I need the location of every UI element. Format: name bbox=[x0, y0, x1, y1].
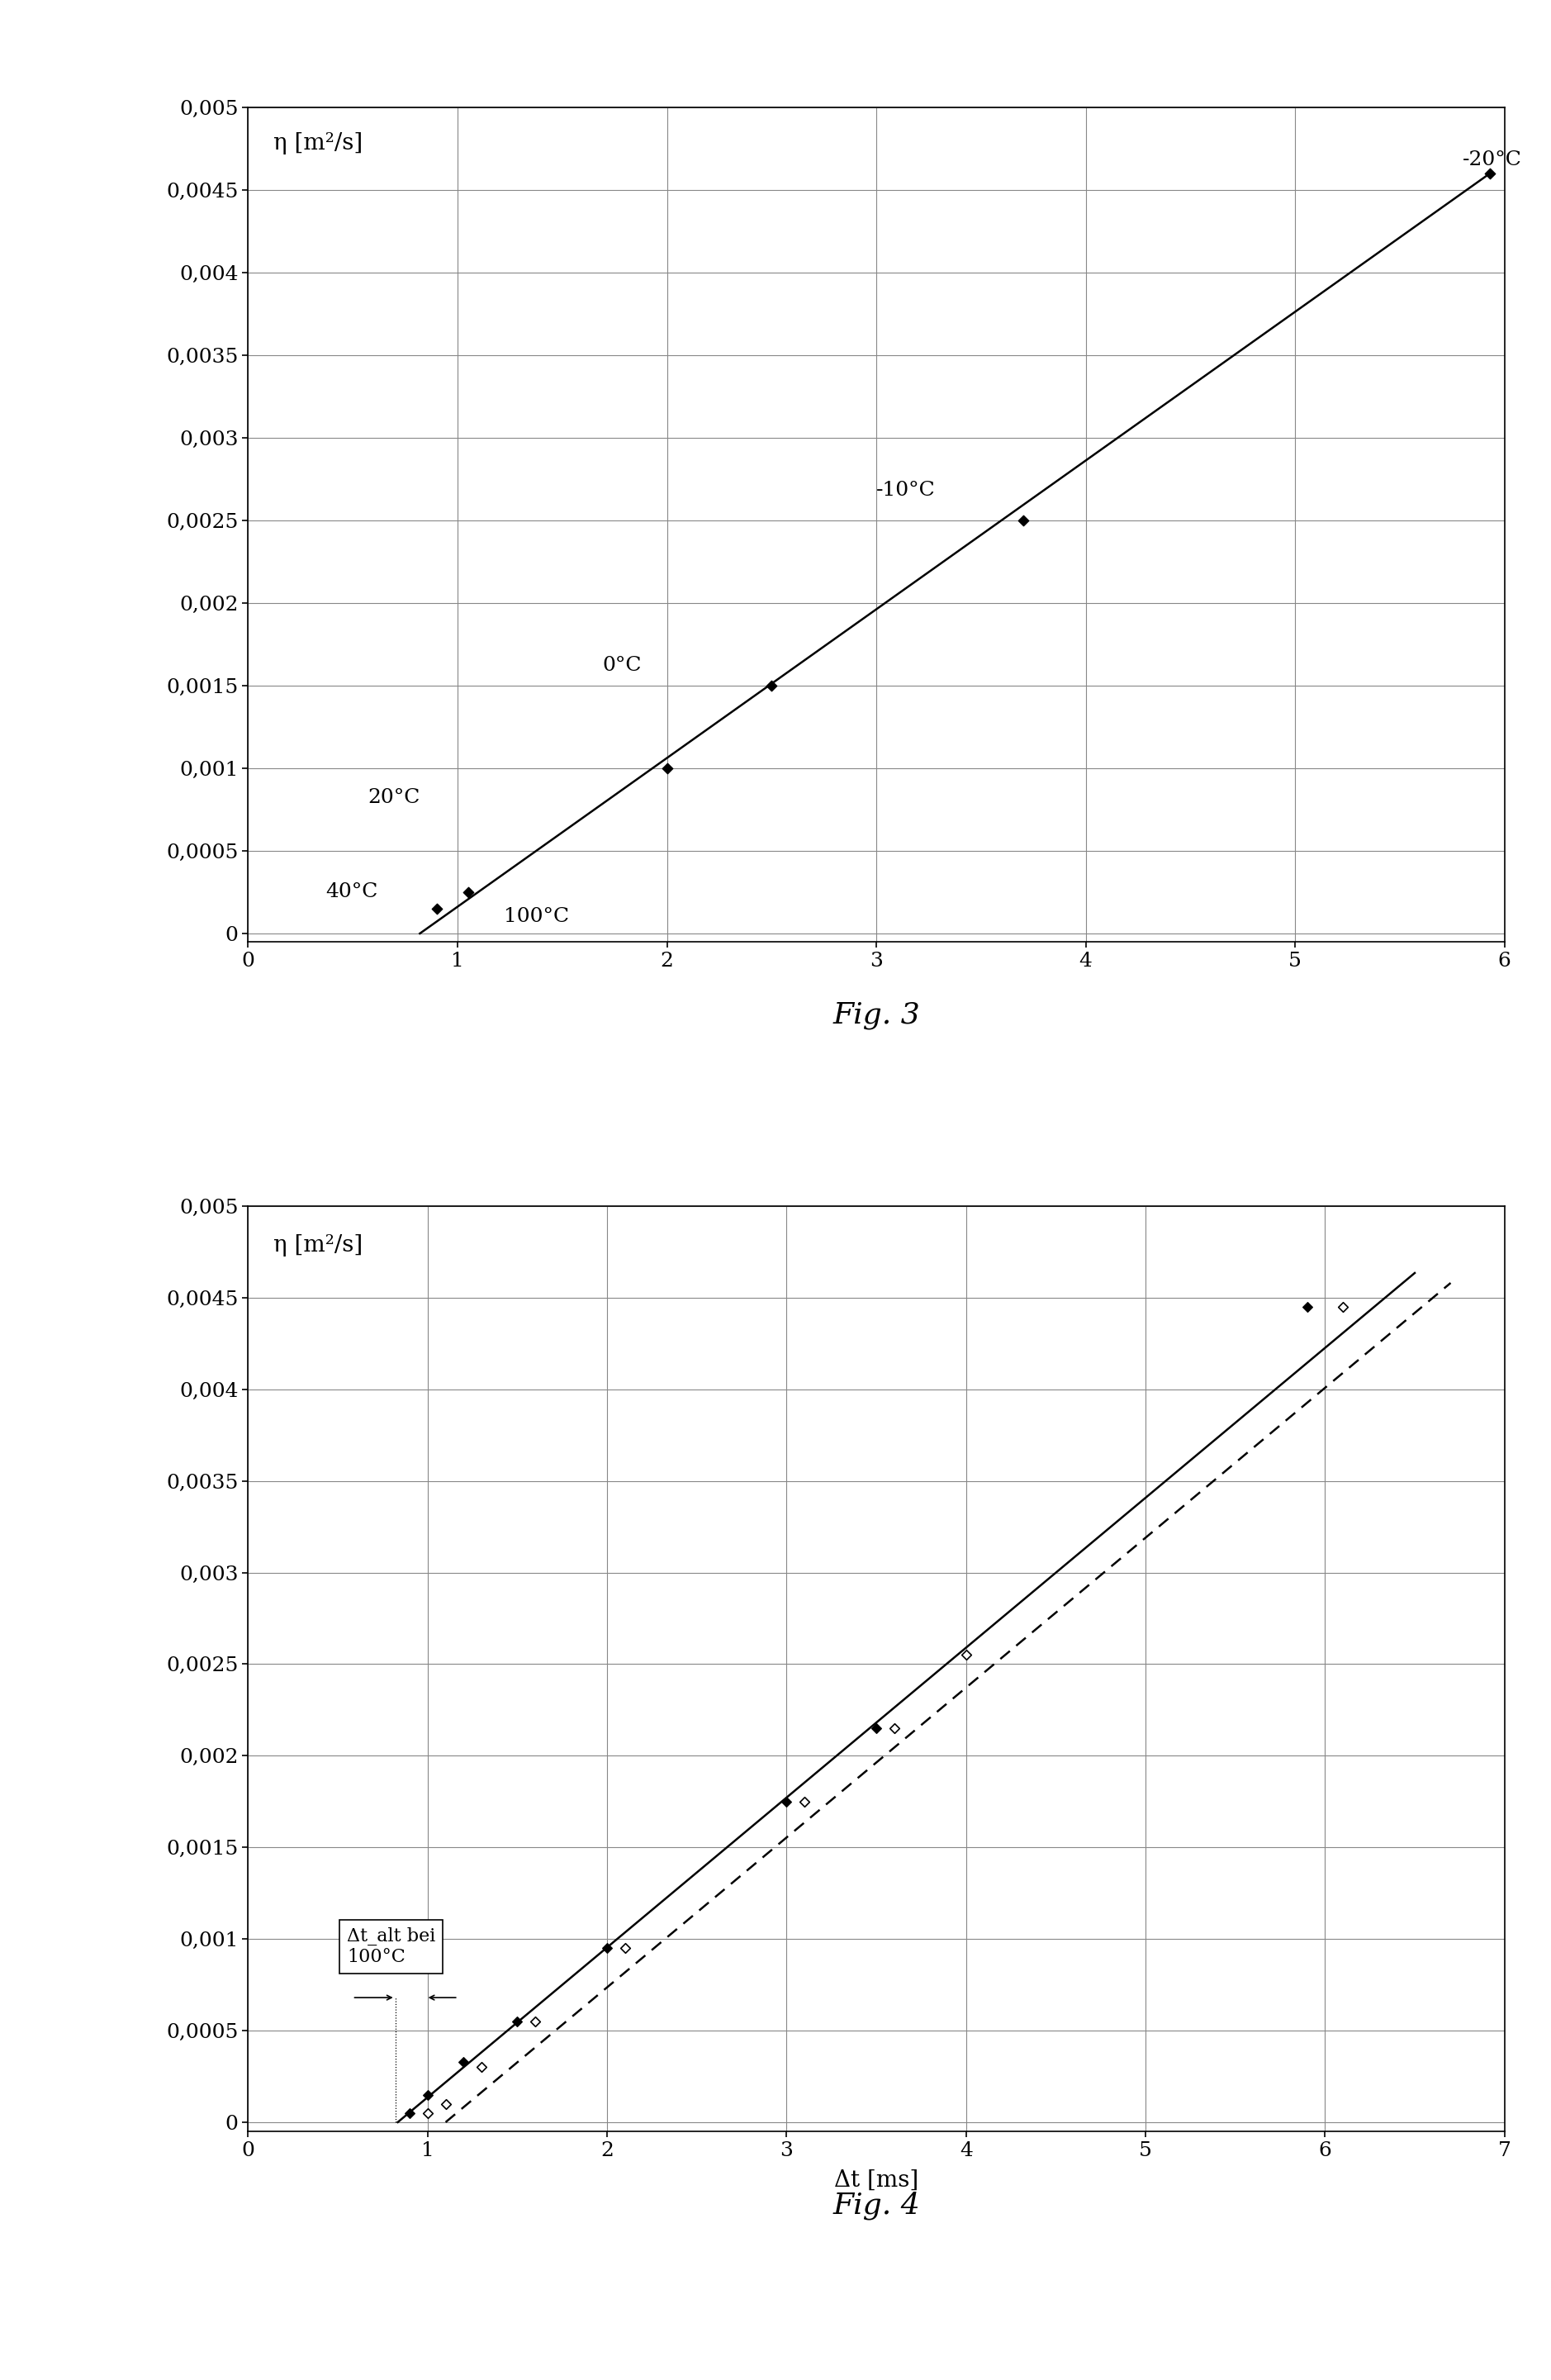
Point bbox=[416, 2075, 440, 2113]
Point bbox=[883, 1709, 907, 1747]
Text: 40°C: 40°C bbox=[326, 883, 378, 902]
Text: -20°C: -20°C bbox=[1463, 150, 1522, 169]
Text: η [m²/s]: η [m²/s] bbox=[273, 1233, 363, 1257]
Point bbox=[760, 666, 783, 704]
Text: Δt_alt bei
100°C: Δt_alt bei 100°C bbox=[347, 1928, 436, 1966]
Point bbox=[655, 750, 679, 788]
Point bbox=[1478, 155, 1503, 193]
Text: η [m²/s]: η [m²/s] bbox=[273, 133, 363, 155]
Point bbox=[433, 2085, 458, 2123]
Point bbox=[594, 1930, 619, 1968]
Text: -10°C: -10°C bbox=[876, 481, 935, 500]
Point bbox=[864, 1709, 889, 1747]
Text: 100°C: 100°C bbox=[504, 907, 569, 926]
Point bbox=[506, 2002, 530, 2040]
Text: Fig. 4: Fig. 4 bbox=[833, 2192, 920, 2218]
Point bbox=[954, 1635, 979, 1673]
Point bbox=[523, 2002, 548, 2040]
Point bbox=[774, 1783, 799, 1821]
Point bbox=[416, 2094, 440, 2132]
Point bbox=[456, 873, 481, 912]
Text: Fig. 3: Fig. 3 bbox=[833, 1002, 920, 1028]
Text: 20°C: 20°C bbox=[368, 788, 420, 807]
Point bbox=[451, 2042, 476, 2080]
Point bbox=[1011, 502, 1036, 540]
Point bbox=[1331, 1288, 1356, 1326]
Point bbox=[397, 2094, 422, 2132]
Point bbox=[793, 1783, 817, 1821]
Text: 0°C: 0°C bbox=[603, 657, 642, 676]
Point bbox=[613, 1930, 637, 1968]
Point bbox=[1295, 1288, 1320, 1326]
Point bbox=[468, 2049, 493, 2087]
X-axis label: Δt [ms]: Δt [ms] bbox=[834, 2168, 918, 2192]
Point bbox=[425, 890, 450, 928]
